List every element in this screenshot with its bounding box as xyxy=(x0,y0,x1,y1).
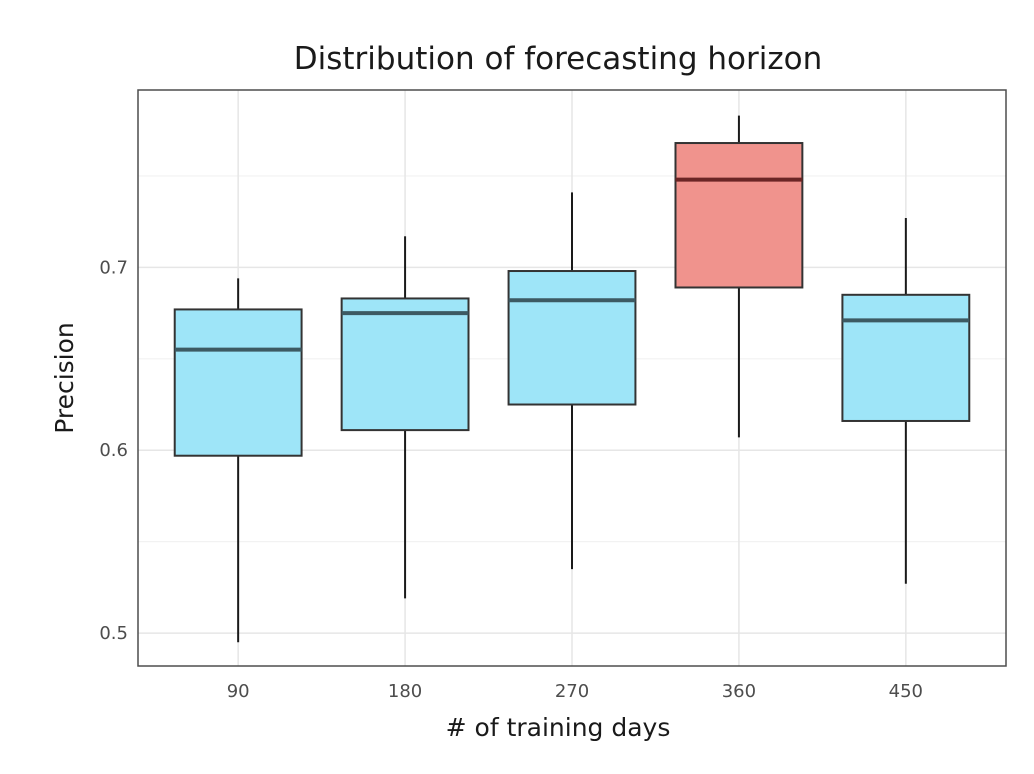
plot-panel-border xyxy=(137,89,1007,667)
x-tick-label: 450 xyxy=(889,681,923,702)
y-tick-label: 0.6 xyxy=(99,440,128,461)
y-tick-label: 0.5 xyxy=(99,623,128,644)
x-tick-label: 90 xyxy=(227,681,250,702)
box-iqr xyxy=(173,308,303,457)
x-tick-label: 180 xyxy=(388,681,422,702)
x-tick-label: 360 xyxy=(722,681,756,702)
y-axis-label: Precision xyxy=(50,322,79,434)
box-iqr xyxy=(507,270,637,406)
box-180 xyxy=(340,236,470,599)
box-layer xyxy=(173,115,971,643)
box-90 xyxy=(173,278,303,643)
chart-title: Distribution of forecasting horizon xyxy=(294,41,822,77)
box-360 xyxy=(674,115,804,438)
x-axis-label: # of training days xyxy=(446,713,671,742)
tick-layer: 0.5 0.6 0.7 90 180 270 360 450 xyxy=(99,257,923,702)
box-iqr xyxy=(340,297,470,432)
box-iqr xyxy=(674,142,804,289)
box-iqr xyxy=(841,293,971,422)
x-tick-label: 270 xyxy=(555,681,589,702)
box-450 xyxy=(841,218,971,584)
y-tick-label: 0.7 xyxy=(99,257,128,278)
box-270 xyxy=(507,192,637,570)
